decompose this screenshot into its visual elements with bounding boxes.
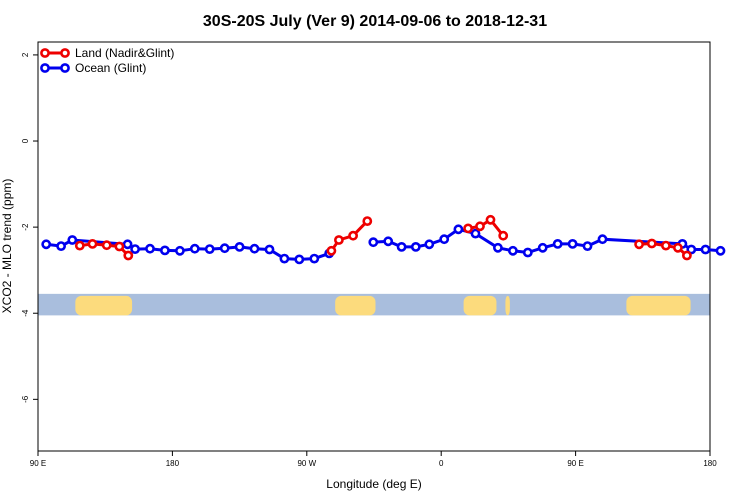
legend-marker bbox=[40, 48, 50, 58]
y-tick-label: -6 bbox=[21, 395, 30, 403]
data-point bbox=[634, 239, 644, 250]
data-point bbox=[485, 214, 496, 225]
data-point bbox=[453, 224, 464, 235]
data-point bbox=[492, 242, 503, 253]
data-point bbox=[700, 244, 711, 255]
data-point bbox=[249, 243, 260, 254]
data-point bbox=[715, 245, 726, 256]
series-line bbox=[330, 220, 369, 252]
data-point bbox=[424, 239, 435, 250]
legend-marker bbox=[60, 48, 70, 58]
x-axis: 90 E 180 90 W 0 90 E 180 bbox=[30, 451, 717, 468]
series-layer bbox=[41, 214, 726, 265]
map-background-band bbox=[38, 293, 710, 316]
legend-label: Ocean (Glint) bbox=[75, 61, 146, 75]
data-point bbox=[498, 230, 509, 241]
data-point bbox=[475, 221, 485, 232]
data-point bbox=[582, 241, 593, 251]
data-point bbox=[114, 241, 125, 252]
x-tick-label: 90 E bbox=[30, 459, 46, 468]
legend-marker bbox=[40, 63, 50, 73]
data-point bbox=[123, 250, 134, 261]
data-point bbox=[234, 241, 245, 252]
data-point bbox=[264, 244, 275, 255]
series-ocean bbox=[41, 224, 726, 265]
data-point bbox=[87, 238, 98, 249]
y-axis: 2 0 -2 -4 -6 bbox=[21, 52, 38, 403]
data-point bbox=[122, 239, 133, 250]
data-point bbox=[294, 254, 305, 265]
data-point bbox=[383, 236, 394, 247]
data-point bbox=[159, 245, 170, 256]
data-point bbox=[439, 234, 450, 245]
x-tick-label: 180 bbox=[703, 459, 717, 468]
data-point bbox=[362, 216, 373, 226]
series-line bbox=[467, 217, 505, 237]
data-point bbox=[74, 240, 85, 251]
data-point bbox=[470, 228, 481, 239]
x-tick-label: 180 bbox=[166, 459, 180, 468]
x-tick-label: 90 W bbox=[297, 459, 316, 468]
y-tick-label: -2 bbox=[21, 223, 30, 231]
data-point bbox=[326, 245, 337, 256]
legend-marker bbox=[60, 63, 70, 73]
data-point bbox=[686, 244, 697, 255]
data-point bbox=[673, 242, 683, 253]
data-point bbox=[682, 250, 692, 261]
data-point bbox=[508, 245, 518, 256]
data-point bbox=[537, 242, 548, 253]
plot-frame bbox=[37, 41, 711, 452]
data-point bbox=[368, 237, 379, 248]
data-point bbox=[309, 253, 320, 264]
data-point bbox=[130, 244, 140, 254]
x-tick-label: 90 E bbox=[567, 459, 583, 468]
data-point bbox=[41, 239, 52, 250]
data-point bbox=[463, 223, 473, 234]
y-tick-label: 0 bbox=[21, 138, 30, 143]
data-point bbox=[56, 241, 66, 251]
data-point bbox=[333, 235, 344, 245]
data-point bbox=[101, 240, 112, 251]
chart-title: 30S-20S July (Ver 9) 2014-09-06 to 2018-… bbox=[203, 13, 547, 30]
legend-label: Land (Nadir&Glint) bbox=[75, 46, 174, 60]
data-point bbox=[552, 238, 563, 249]
y-tick-label: -4 bbox=[21, 309, 30, 317]
data-point bbox=[410, 241, 421, 252]
data-point bbox=[67, 235, 78, 245]
data-point bbox=[567, 238, 578, 249]
data-point bbox=[189, 243, 200, 254]
legend-item: Land (Nadir&Glint) bbox=[40, 46, 174, 60]
data-point bbox=[522, 247, 533, 258]
land-region bbox=[335, 295, 376, 316]
x-axis-label: Longitude (deg E) bbox=[326, 477, 421, 491]
data-point bbox=[661, 240, 671, 251]
x-tick-label: 0 bbox=[439, 459, 444, 468]
data-point bbox=[204, 244, 215, 254]
data-point bbox=[145, 243, 155, 254]
legend-item: Ocean (Glint) bbox=[40, 61, 146, 75]
legend: Land (Nadir&Glint)Ocean (Glint) bbox=[40, 46, 174, 75]
land-region bbox=[626, 295, 691, 316]
data-point bbox=[646, 238, 657, 249]
land-region bbox=[505, 295, 510, 316]
data-point bbox=[597, 234, 608, 245]
data-point bbox=[279, 253, 290, 264]
land-region bbox=[463, 295, 497, 316]
land-region bbox=[75, 295, 133, 316]
data-point bbox=[348, 230, 358, 241]
data-point bbox=[396, 241, 407, 252]
y-tick-label: 2 bbox=[21, 52, 30, 57]
data-point bbox=[219, 243, 230, 254]
series-land bbox=[74, 214, 692, 261]
data-point bbox=[174, 245, 185, 256]
y-axis-label: XCO2 - MLO trend (ppm) bbox=[0, 179, 14, 314]
